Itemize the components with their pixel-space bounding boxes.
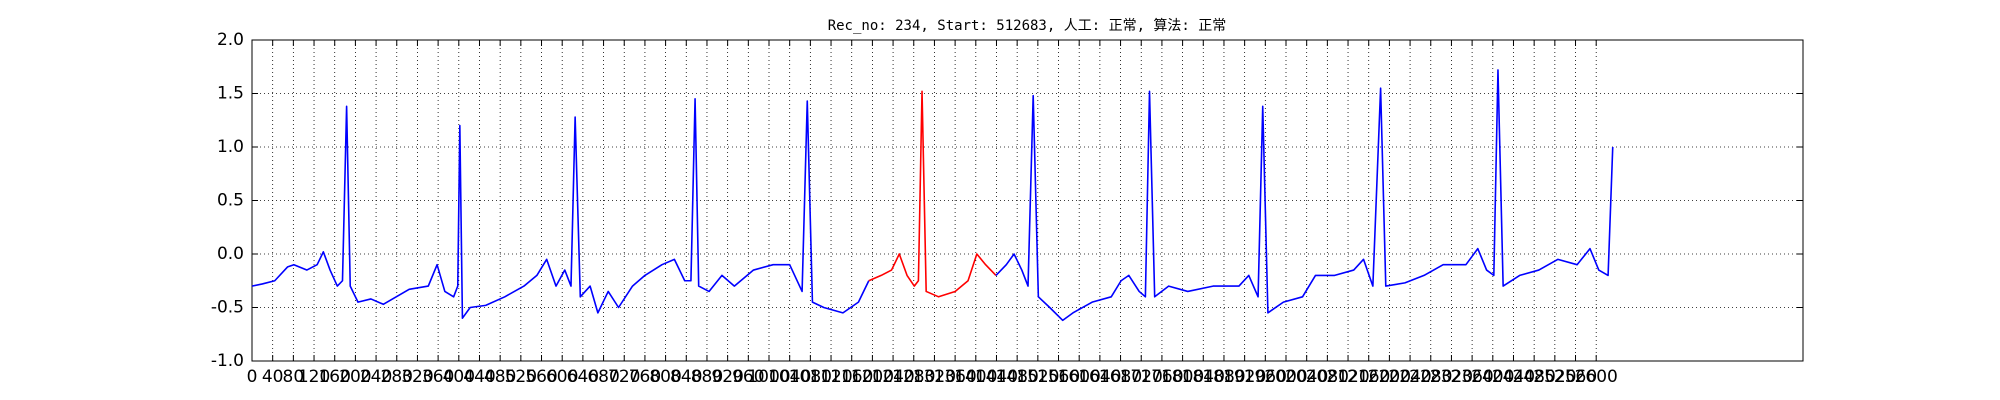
x-tick-label: 400 [443,367,475,387]
x-tick-label: 2400 [1471,367,1514,387]
x-tick-label: 360 [422,367,454,387]
x-tick-label: 1680 [1099,367,1142,387]
x-tick-label: 1120 [809,367,852,387]
signal-line [251,98,870,319]
x-tick-label: 1760 [1140,367,1183,387]
x-tick-label: 2360 [1450,367,1493,387]
x-tick-label: 1920 [1223,367,1266,387]
x-tick-label: 2480 [1513,367,1556,387]
x-tick-label: 880 [691,367,723,387]
x-tick-label: 1800 [1161,367,1204,387]
x-tick-label: 2160 [1347,367,1390,387]
x-tick-label: 960 [732,367,764,387]
x-tick-label: 1080 [789,367,832,387]
x-tick-label: 640 [567,367,599,387]
x-tick-label: 440 [463,367,495,387]
x-tick-label: 680 [587,367,619,387]
x-tick-label: 80 [283,367,305,387]
y-tick-label: 1.5 [217,84,244,104]
x-tick-label: 0 [247,367,258,387]
x-tick-label: 1480 [996,367,1039,387]
x-tick-label: 240 [360,367,392,387]
x-tick-label: 1600 [1058,367,1101,387]
x-tick-label: 480 [484,367,516,387]
x-tick-label: 2000 [1264,367,1307,387]
x-tick-label: 840 [670,367,702,387]
x-tick-label: 1640 [1078,367,1121,387]
x-tick-label: 1440 [975,367,1018,387]
x-tick-label: 920 [711,367,743,387]
signal-line [995,69,1614,322]
y-tick-label: 0.5 [217,191,244,211]
x-tick-label: 1400 [954,367,997,387]
x-tick-label: 2440 [1492,367,1535,387]
x-tick-label: 1840 [1182,367,1225,387]
x-tick-label: 1360 [933,367,976,387]
signal-line [868,90,997,298]
x-tick-label: 1560 [1037,367,1080,387]
y-tick-label: 2.0 [217,30,244,50]
y-tick-label: -0.5 [211,298,244,318]
x-tick-label: 520 [505,367,537,387]
x-tick-label: 2080 [1306,367,1349,387]
x-tick-label: 2040 [1285,367,1328,387]
x-tick-label: 1320 [913,367,956,387]
x-tick-label: 2600 [1575,367,1618,387]
x-tick-label: 2520 [1533,367,1576,387]
x-tick-label: 320 [401,367,433,387]
x-tick-label: 1160 [830,367,873,387]
x-tick-label: 40 [262,367,284,387]
chart-title: Rec_no: 234, Start: 512683, 人工: 正常, 算法: … [828,18,1227,34]
x-tick-label: 720 [608,367,640,387]
x-tick-label: 1520 [1016,367,1059,387]
x-tick-label: 1240 [871,367,914,387]
x-tick-label: 2280 [1409,367,1452,387]
x-tick-label: 2320 [1430,367,1473,387]
y-tick-label: 1.0 [217,137,244,157]
x-tick-label: 1040 [768,367,811,387]
x-tick-label: 280 [381,367,413,387]
x-tick-label: 200 [339,367,371,387]
x-tick-label: 2120 [1326,367,1369,387]
x-tick-label: 600 [546,367,578,387]
x-tick-label: 1000 [747,367,790,387]
y-tick-label: -1.0 [211,351,244,371]
x-tick-label: 2200 [1368,367,1411,387]
y-tick-label: 0.0 [217,244,244,264]
x-tick-label: 1200 [851,367,894,387]
x-tick-label: 2240 [1388,367,1431,387]
x-tick-label: 160 [318,367,350,387]
x-tick-label: 760 [629,367,661,387]
x-tick-label: 1880 [1202,367,1245,387]
plot-frame [251,39,1804,362]
x-tick-label: 1960 [1244,367,1287,387]
x-tick-label: 2560 [1554,367,1597,387]
x-tick-label: 120 [298,367,330,387]
x-tick-label: 800 [649,367,681,387]
x-tick-label: 1280 [892,367,935,387]
x-tick-label: 1720 [1120,367,1163,387]
x-tick-label: 560 [525,367,557,387]
